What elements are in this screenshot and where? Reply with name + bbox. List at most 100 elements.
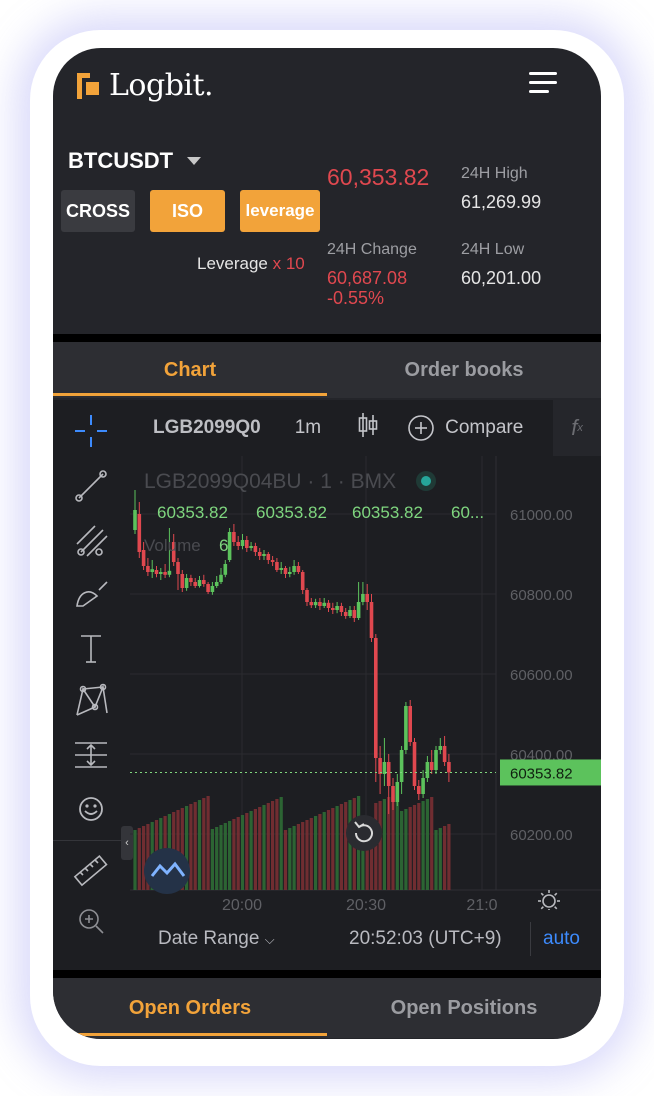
text-icon[interactable]	[72, 629, 110, 667]
candle-body	[223, 564, 228, 575]
chevron-down-icon: ⌵	[264, 932, 275, 947]
logo[interactable]: Logbit.	[77, 68, 214, 103]
candle-body	[266, 554, 271, 560]
change-label: 24H Change	[327, 241, 417, 258]
volume-bar	[301, 822, 305, 890]
leverage-label: Leverage	[197, 254, 268, 273]
candle-body	[339, 606, 344, 612]
hamburger-menu-icon[interactable]	[529, 72, 557, 94]
reset-arrowhead	[354, 821, 365, 829]
volume-bar	[210, 829, 214, 890]
candle-body	[300, 572, 305, 590]
volume-bar	[228, 821, 232, 890]
tab-order-books[interactable]: Order books	[404, 358, 524, 381]
volume-label: Volume	[144, 536, 201, 555]
volume-bar	[369, 825, 374, 890]
candle-body	[262, 554, 266, 556]
ohlc-value: 60...	[451, 503, 484, 522]
candle-body	[206, 584, 210, 592]
volume-bar	[447, 824, 451, 890]
candle-body	[283, 568, 288, 574]
tab-open-orders[interactable]: Open Orders	[53, 978, 327, 1038]
candle-body	[331, 608, 335, 610]
logo-text: Logbit.	[109, 68, 214, 103]
iso-button[interactable]: ISO	[150, 190, 225, 232]
volume-bar	[412, 805, 417, 890]
interval-selector[interactable]: 1m	[294, 417, 322, 438]
volume-bar	[133, 830, 137, 890]
price-chart[interactable]: 61000.0060800.0060600.0060400.0060200.00…	[130, 456, 601, 910]
volume-bar	[232, 819, 236, 890]
volume-bar	[387, 797, 391, 890]
change-percent: -0.55%	[327, 288, 385, 308]
low-value: 60,201.00	[461, 268, 542, 288]
compare-button[interactable]: Compare	[407, 414, 523, 442]
high-label: 24H High	[461, 165, 528, 182]
candle-body	[412, 742, 417, 786]
volume-bar	[309, 818, 313, 890]
volume-bar	[253, 809, 257, 890]
divider	[53, 970, 601, 978]
volume-bar	[404, 809, 408, 890]
cross-button[interactable]: CROSS	[61, 190, 135, 232]
trendline-icon[interactable]	[72, 467, 110, 505]
brush-icon[interactable]	[72, 575, 110, 613]
orders-tabs: Open Orders Open Positions	[53, 978, 601, 1038]
candle-body	[399, 750, 404, 782]
measure-icon[interactable]	[72, 736, 110, 774]
volume-bar	[391, 795, 395, 890]
clock-time: 20:52:03 (UTC+9)	[349, 928, 502, 949]
candle-body	[378, 758, 382, 774]
tab-chart[interactable]: Chart	[53, 342, 327, 398]
volume-bar	[137, 828, 141, 890]
pattern-icon[interactable]	[72, 682, 110, 720]
candle-body	[313, 602, 318, 606]
candle-body	[197, 580, 202, 586]
candle-body	[421, 778, 425, 794]
candle-body	[296, 566, 301, 572]
phone-frame: Logbit. BTCUSDT CROSS ISO leverage Lever…	[53, 48, 601, 1039]
candle-body	[309, 602, 314, 606]
candles-icon[interactable]	[357, 411, 379, 445]
chart-symbol[interactable]: LGB2099Q0	[153, 417, 261, 438]
last-price-label: 60353.82	[510, 765, 573, 782]
candle-body	[343, 612, 348, 616]
volume-bar	[318, 814, 322, 890]
volume-bar	[271, 801, 275, 890]
candle-body	[236, 542, 240, 546]
watermark-shape	[150, 861, 186, 877]
candle-body	[141, 550, 146, 566]
auto-scale-button[interactable]: auto	[543, 928, 580, 949]
zoom-in-icon[interactable]	[72, 904, 110, 938]
volume-bar	[326, 810, 331, 890]
volume-bar	[249, 811, 253, 890]
date-range-button[interactable]: Date Range ⌵	[158, 928, 275, 950]
candle-body	[154, 570, 159, 574]
fib-icon[interactable]	[72, 521, 110, 559]
tab-open-positions[interactable]: Open Positions	[390, 996, 538, 1019]
divider	[53, 334, 601, 342]
ohlc-value: 60353.82	[256, 503, 327, 522]
candle-body	[270, 560, 275, 562]
settings-tooth	[540, 906, 544, 910]
volume-bar	[215, 827, 219, 890]
candle-body	[425, 762, 430, 778]
volume-bar	[283, 830, 288, 890]
volume-bar	[262, 805, 266, 890]
volume-value: 6	[219, 536, 228, 555]
candle-body	[249, 546, 253, 548]
price-tick: 60200.00	[510, 827, 573, 844]
candle-body	[219, 574, 223, 582]
toolbar-divider	[53, 840, 130, 841]
candle-body	[369, 602, 374, 638]
crosshair-icon[interactable]	[72, 412, 110, 450]
pair-selector[interactable]: BTCUSDT	[68, 148, 202, 174]
leverage-button[interactable]: leverage	[240, 190, 320, 232]
ruler-icon[interactable]	[72, 852, 110, 890]
candle-body	[288, 572, 292, 574]
candle-body	[227, 532, 232, 560]
smile-icon[interactable]	[72, 790, 110, 828]
candle-body	[365, 594, 369, 602]
